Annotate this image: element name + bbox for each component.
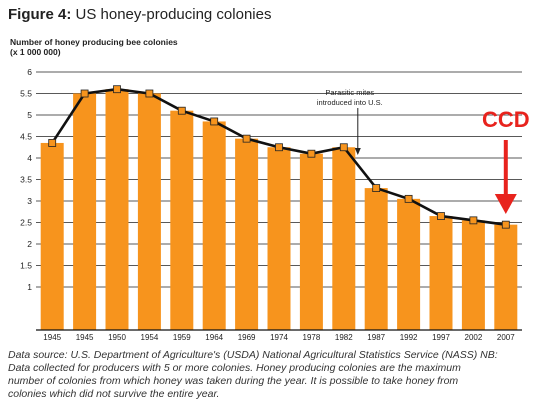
footnote-line4: colonies which did not survive the entir… — [8, 388, 220, 400]
bar — [170, 110, 194, 330]
data-point-marker — [242, 134, 251, 143]
data-point-marker — [307, 149, 316, 158]
bar — [235, 138, 259, 330]
data-point-marker — [145, 89, 154, 98]
x-tick-label: 1950 — [108, 333, 126, 342]
x-tick-label: 2007 — [497, 333, 515, 342]
y-tick-label: 5.5 — [20, 89, 32, 99]
x-tick-label: 1959 — [173, 333, 191, 342]
data-point-marker — [177, 106, 186, 115]
x-tick-label: 1954 — [141, 333, 159, 342]
y-tick-label: 1.5 — [20, 261, 32, 271]
x-tick-label: 2002 — [465, 333, 483, 342]
bar — [429, 216, 453, 330]
data-point-marker — [80, 89, 89, 98]
data-point-marker — [275, 143, 283, 152]
footnote: Data source: U.S. Department of Agricult… — [8, 349, 533, 401]
bar — [267, 147, 291, 330]
x-tick-label: 1992 — [400, 333, 418, 342]
data-point-marker — [339, 143, 348, 152]
figure-title-text: US honey-producing colonies — [75, 6, 272, 23]
data-point-marker — [210, 117, 219, 126]
y-tick-label: 6 — [27, 67, 32, 77]
data-point-marker — [113, 85, 121, 94]
data-point-marker — [437, 212, 445, 220]
x-tick-label: 1978 — [303, 333, 321, 342]
y-tick-label: 4 — [27, 153, 32, 163]
bar — [40, 142, 64, 330]
x-tick-label: 1945 — [43, 333, 61, 342]
y-tick-label: 2.5 — [20, 218, 32, 228]
figure-number: Figure 4: — [8, 6, 72, 23]
mites-arrow-head — [354, 148, 361, 155]
x-tick-label: 1982 — [335, 333, 353, 342]
data-point-marker — [372, 184, 381, 193]
mites-annotation-line1: Parasitic mites — [325, 88, 374, 97]
bar — [299, 153, 323, 330]
footnote-line2: Data collected for producers with 5 or m… — [8, 362, 461, 374]
data-point-marker — [48, 139, 57, 147]
bar — [494, 224, 518, 330]
footnote-line1: Data source: U.S. Department of Agricult… — [8, 349, 498, 361]
x-tick-label: 1997 — [432, 333, 450, 342]
data-point-marker — [469, 216, 478, 225]
x-tick-label: 1974 — [270, 333, 288, 342]
bar — [73, 93, 97, 330]
x-tick-label: 1945 — [76, 333, 94, 342]
mites-annotation-line2: introduced into U.S. — [317, 98, 383, 107]
y-tick-label: 5 — [27, 110, 32, 120]
bar — [332, 147, 356, 330]
bar — [137, 93, 161, 330]
x-tick-label: 1969 — [238, 333, 256, 342]
x-tick-label: 1964 — [205, 333, 223, 342]
bar — [461, 220, 485, 330]
y-tick-label: 1 — [27, 282, 32, 292]
y-tick-label: 4.5 — [20, 132, 32, 142]
ccd-annotation: CCD — [482, 107, 530, 132]
y-axis-label-line2: (x 1 000 000) — [10, 47, 61, 57]
footnote-line3: number of colonies from which honey was … — [8, 375, 459, 387]
bar — [397, 198, 421, 330]
data-point-marker — [501, 220, 510, 229]
y-tick-label: 3 — [27, 196, 32, 206]
bar — [105, 89, 129, 330]
x-tick-label: 1987 — [367, 333, 385, 342]
bar-chart: 1 1.5 2 2.5 3 3.5 4 4.5 5 5.5 6 1945 1945 1950 1954 195… — [20, 67, 530, 342]
figure-title: Figure 4: US honey-producing colonies — [8, 6, 271, 23]
ccd-arrow-head — [494, 194, 517, 214]
bar — [202, 121, 226, 330]
y-tick-label: 3.5 — [20, 175, 32, 185]
data-point-marker — [404, 194, 413, 203]
bar — [364, 188, 388, 330]
y-axis-label: Number of honey producing bee colonies (… — [10, 37, 178, 57]
y-axis-label-line1: Number of honey producing bee colonies — [10, 37, 178, 47]
y-tick-label: 2 — [27, 239, 32, 249]
